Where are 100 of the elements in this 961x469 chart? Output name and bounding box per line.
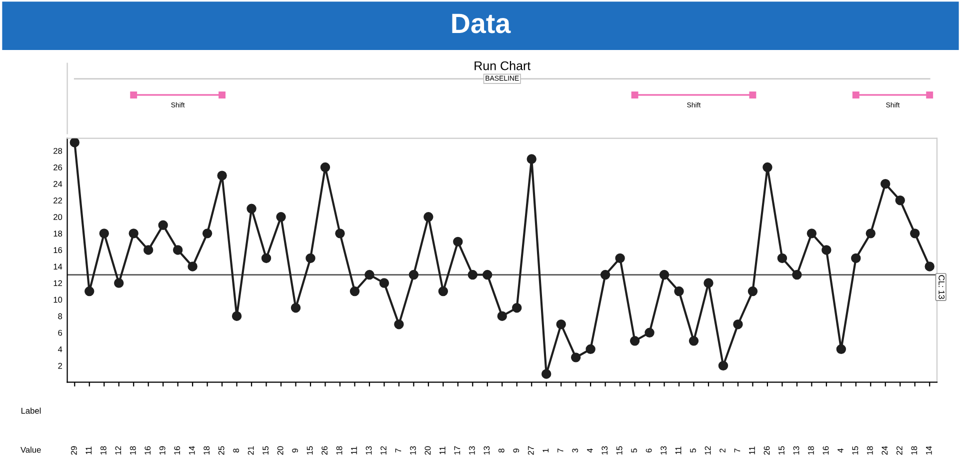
point: [379, 278, 390, 288]
data-label: 25: [218, 446, 224, 455]
point: [188, 262, 198, 272]
point: [232, 311, 242, 321]
point: [659, 270, 670, 280]
point: [910, 228, 920, 238]
data-label: 5: [690, 448, 696, 453]
data-label: 17: [454, 446, 460, 455]
y-tick-label: 14: [54, 264, 62, 270]
data-label: 13: [366, 446, 372, 455]
point: [320, 162, 330, 172]
data-label: 11: [675, 446, 682, 454]
point: [172, 245, 183, 255]
chart-subtitle: Run Chart: [474, 61, 531, 70]
point: [84, 286, 94, 296]
y-tick-label: 8: [58, 313, 62, 320]
data-label: 13: [410, 446, 416, 455]
point: [261, 253, 272, 264]
data-label: 7: [558, 448, 564, 452]
point: [438, 286, 448, 296]
point: [704, 278, 714, 288]
point: [512, 302, 522, 313]
data-label: 27: [528, 446, 534, 455]
data-label: 8: [233, 448, 240, 452]
data-label: 13: [660, 446, 667, 455]
point: [128, 228, 138, 238]
data-label: 11: [440, 446, 446, 454]
data-label: 29: [70, 446, 77, 455]
data-label: 5: [631, 448, 638, 453]
data-label: 18: [911, 446, 918, 455]
point: [586, 344, 596, 354]
data-label: 26: [764, 446, 770, 455]
point: [541, 369, 552, 379]
point: [880, 178, 890, 189]
point: [276, 212, 286, 222]
point: [733, 320, 743, 330]
data-label: 15: [306, 446, 313, 455]
data-label: 15: [262, 446, 269, 455]
y-tick-label: 20: [54, 214, 62, 220]
point: [851, 253, 861, 264]
point: [615, 253, 625, 264]
point: [453, 236, 463, 247]
data-label: 15: [778, 446, 784, 455]
data-label: 18: [130, 446, 136, 455]
data-label: 22: [896, 446, 902, 455]
y-tick-label: 4: [58, 346, 62, 352]
point: [762, 162, 772, 172]
data-label: 14: [926, 446, 932, 455]
point: [70, 138, 80, 148]
point: [482, 270, 492, 280]
y-tick-label: 6: [58, 330, 62, 336]
data-label: 21: [248, 446, 254, 455]
data-label: 6: [646, 448, 652, 452]
data-label: 9: [292, 448, 298, 452]
chart-title: Data: [452, 14, 511, 34]
point: [335, 228, 345, 238]
y-tick-label: 26: [54, 164, 62, 170]
point: [630, 336, 640, 346]
data-label: 16: [174, 446, 180, 455]
point: [99, 228, 109, 238]
data-label: 15: [616, 446, 622, 455]
point: [718, 360, 728, 371]
point: [306, 253, 316, 264]
point: [158, 220, 168, 230]
text: Label: [21, 408, 41, 414]
point: [350, 286, 360, 296]
point: [792, 270, 802, 280]
data-label: 4: [838, 448, 844, 453]
y-tick-label: 22: [54, 198, 62, 204]
point: [246, 204, 256, 214]
data-label: 2: [720, 448, 726, 452]
data-label: 13: [602, 446, 608, 455]
point: [497, 311, 507, 321]
data-label: 18: [204, 446, 210, 455]
data-label: 14: [188, 446, 195, 455]
ref-line-label: CL: 13: [938, 275, 945, 299]
data-label: 13: [793, 446, 800, 455]
y-tick-label: 10: [54, 296, 62, 303]
data-label: 7: [734, 448, 740, 452]
data-label: 11: [351, 446, 357, 454]
point: [202, 228, 212, 238]
data-label: 16: [822, 446, 829, 455]
data-label: 11: [749, 446, 755, 454]
point: [924, 262, 934, 272]
data-label: 18: [336, 446, 342, 455]
point: [114, 278, 124, 288]
point: [836, 344, 846, 354]
data-label: 9: [513, 448, 520, 452]
data-label: 3: [572, 448, 578, 453]
data-label: 26: [322, 446, 328, 455]
point: [644, 328, 654, 338]
point: [806, 228, 817, 238]
data-label: 7: [395, 448, 402, 452]
data-label: 1: [542, 448, 548, 452]
point: [748, 286, 758, 296]
data-label: 24: [882, 446, 888, 455]
point: [866, 228, 876, 238]
data-label: 15: [852, 446, 858, 455]
data-label: 12: [115, 446, 122, 455]
data-label: 8: [498, 448, 504, 452]
